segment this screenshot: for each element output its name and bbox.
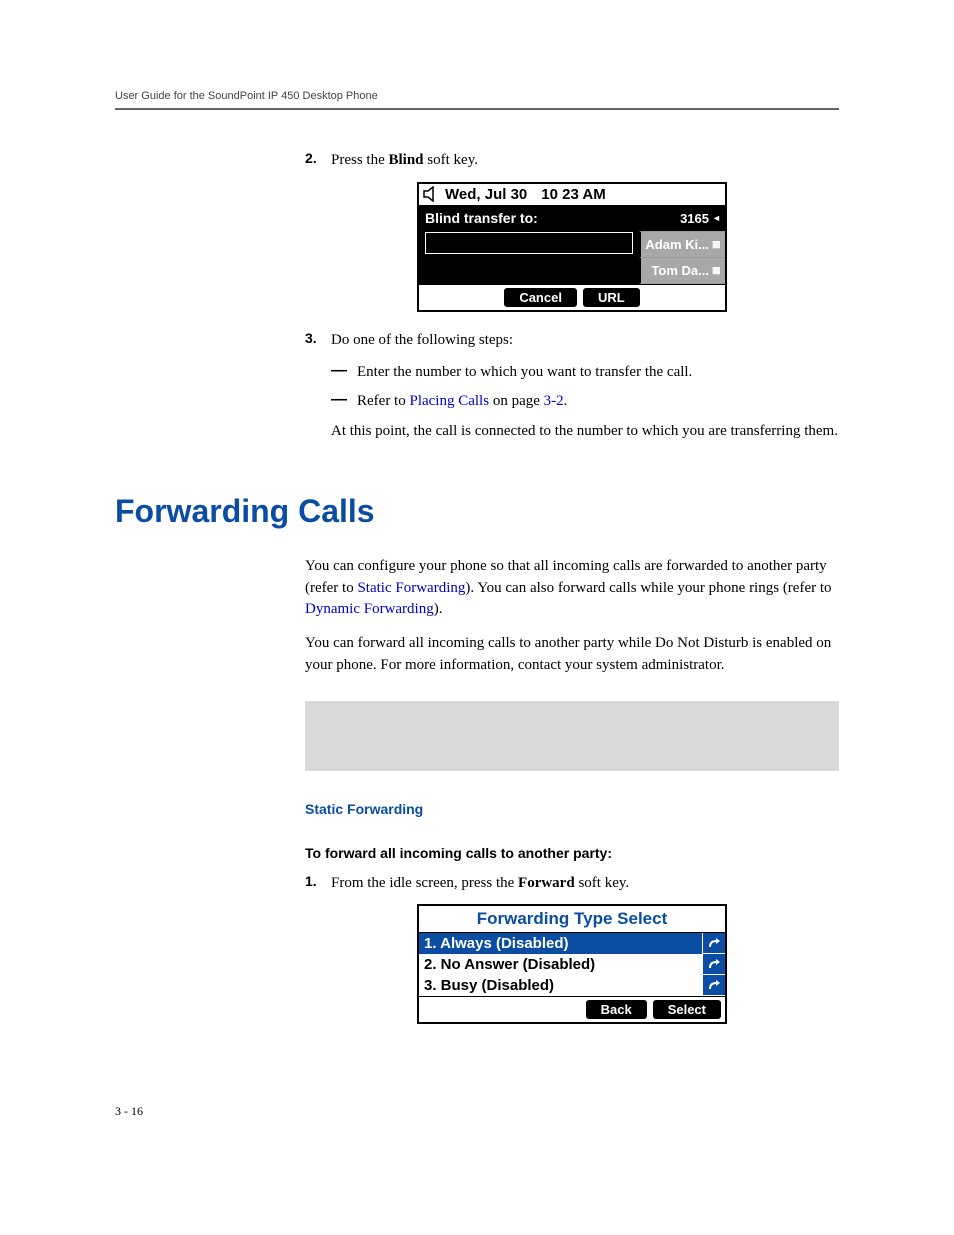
select-softkey: Select	[653, 1000, 721, 1019]
step-3-number: 3.	[305, 330, 331, 352]
sub2-post: .	[564, 393, 568, 409]
sub2-pre: Refer to	[357, 393, 409, 409]
step-2-bold: Blind	[389, 152, 424, 168]
line-2-label: Adam Ki...	[645, 237, 709, 252]
transfer-input	[425, 232, 633, 254]
url-softkey: URL	[583, 288, 640, 307]
phone-screenshot-1: Wed, Jul 30 10 23 AM Blind transfer to: …	[417, 182, 727, 312]
fwd-icon	[703, 975, 725, 996]
static-forwarding-link[interactable]: Static Forwarding	[357, 580, 465, 596]
step-1b-number: 1.	[305, 873, 331, 895]
fwd-option-busy: 3. Busy (Disabled)	[419, 975, 702, 996]
bullet-dash: —	[331, 391, 357, 413]
procedure-heading: To forward all incoming calls to another…	[305, 845, 839, 861]
back-softkey: Back	[586, 1000, 647, 1019]
step-3-paragraph: At this point, the call is connected to …	[331, 421, 839, 443]
step-2-pre: Press the	[331, 152, 389, 168]
note-box	[305, 701, 839, 771]
step-2-number: 2.	[305, 150, 331, 172]
line-1-label: 3165	[680, 211, 709, 226]
page-header: User Guide for the SoundPoint IP 450 Des…	[115, 90, 839, 110]
line-key-2: Adam Ki...▦	[639, 232, 725, 258]
sub-1-text: Enter the number to which you want to tr…	[357, 362, 692, 384]
step-2-text: Press the Blind soft key.	[331, 150, 478, 172]
presence-icon: ▦	[712, 265, 722, 276]
step-1b-text: From the idle screen, press the Forward …	[331, 873, 629, 895]
step-3-text: Do one of the following steps:	[331, 330, 513, 352]
screen2-title: Forwarding Type Select	[419, 906, 725, 933]
screen1-date: Wed, Jul 30	[445, 186, 527, 203]
line-3-label: Tom Da...	[651, 263, 709, 278]
body1-mid: ). You can also forward calls while your…	[465, 580, 831, 596]
forwarding-calls-heading: Forwarding Calls	[115, 493, 839, 530]
line-key-3: Tom Da...▦	[639, 258, 725, 284]
phone-screenshot-2: Forwarding Type Select 1. Always (Disabl…	[417, 904, 727, 1024]
speaker-mini-icon: ◄	[712, 213, 722, 223]
step-2-post: soft key.	[424, 152, 478, 168]
sub-2-text: Refer to Placing Calls on page 3-2.	[357, 391, 567, 413]
speaker-icon	[423, 186, 437, 202]
step1b-post: soft key.	[575, 875, 629, 891]
presence-icon: ▦	[712, 239, 722, 250]
bullet-dash: —	[331, 362, 357, 384]
step1b-pre: From the idle screen, press the	[331, 875, 518, 891]
screen1-time: 10 23 AM	[541, 186, 605, 203]
dynamic-forwarding-link[interactable]: Dynamic Forwarding	[305, 601, 434, 617]
sub2-mid: on page	[489, 393, 544, 409]
body-paragraph-2: You can forward all incoming calls to an…	[305, 633, 839, 677]
placing-calls-link[interactable]: Placing Calls	[409, 393, 489, 409]
step1b-bold: Forward	[518, 875, 575, 891]
fwd-icon	[703, 933, 725, 954]
fwd-option-noanswer: 2. No Answer (Disabled)	[419, 954, 702, 975]
static-forwarding-heading: Static Forwarding	[305, 801, 839, 817]
cancel-softkey: Cancel	[504, 288, 577, 307]
page-ref-link[interactable]: 3-2	[544, 393, 564, 409]
blind-transfer-label: Blind transfer to:	[419, 206, 639, 230]
body-paragraph-1: You can configure your phone so that all…	[305, 556, 839, 621]
body1-post: ).	[434, 601, 443, 617]
fwd-icon	[703, 954, 725, 975]
line-key-1: 3165◄	[639, 206, 725, 232]
page-footer: 3 - 16	[115, 1104, 839, 1119]
fwd-option-always: 1. Always (Disabled)	[419, 933, 702, 954]
step-2-block: 2. Press the Blind soft key. Wed, Jul 30…	[305, 150, 839, 443]
